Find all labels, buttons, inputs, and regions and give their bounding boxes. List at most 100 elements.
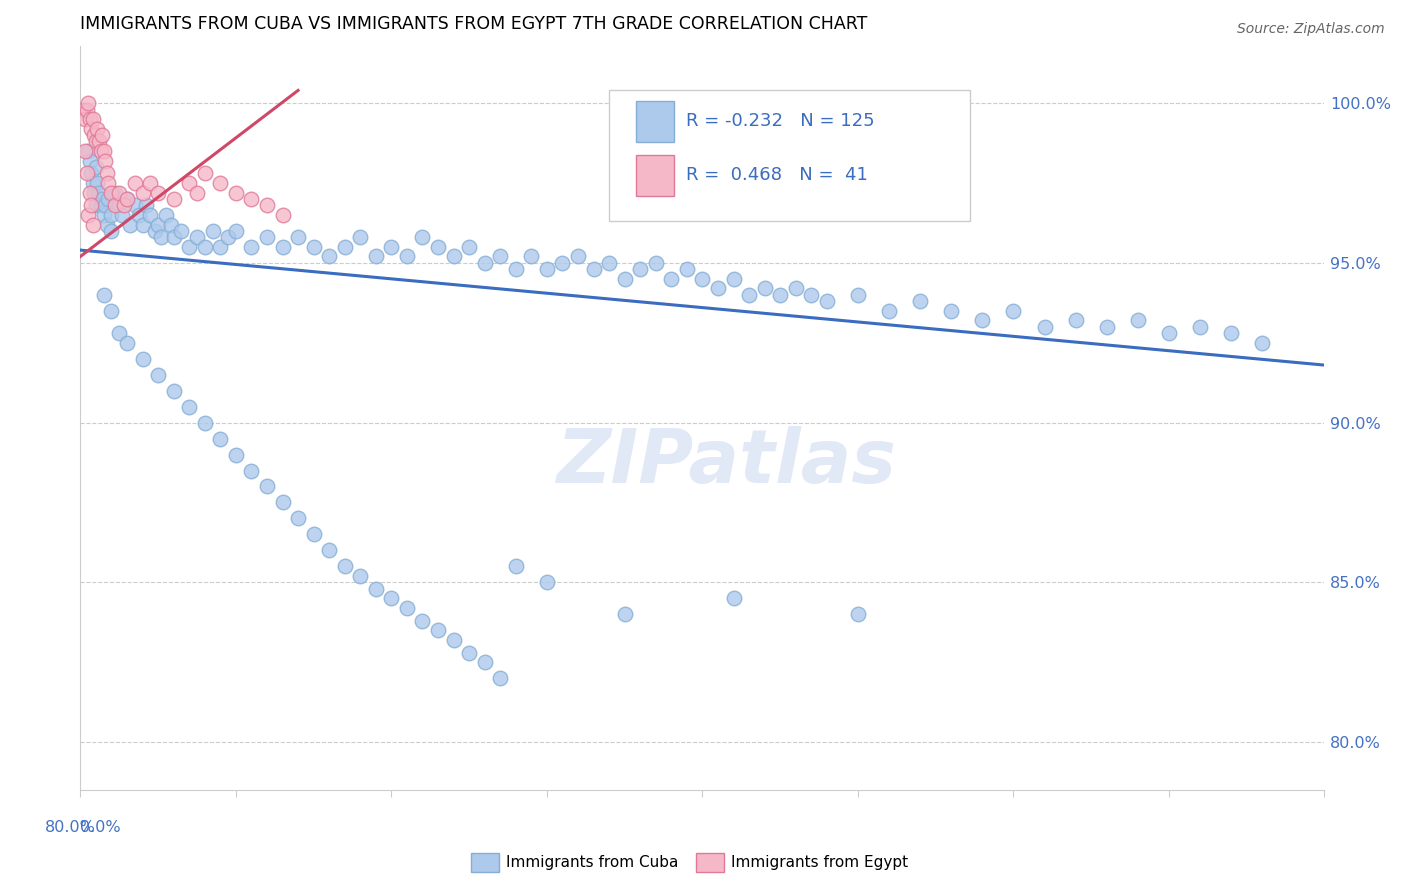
Point xyxy=(458,240,481,254)
Point xyxy=(186,230,208,244)
Point xyxy=(1002,303,1025,318)
Point xyxy=(1157,326,1180,340)
Point xyxy=(287,230,309,244)
Point xyxy=(1033,319,1056,334)
Point xyxy=(364,582,387,596)
Point xyxy=(80,121,103,136)
Point xyxy=(225,224,247,238)
Text: IMMIGRANTS FROM CUBA VS IMMIGRANTS FROM EGYPT 7TH GRADE CORRELATION CHART: IMMIGRANTS FROM CUBA VS IMMIGRANTS FROM … xyxy=(80,15,868,33)
Point xyxy=(163,384,186,398)
Point xyxy=(111,208,134,222)
Point xyxy=(79,153,101,168)
Point xyxy=(77,208,100,222)
Point xyxy=(131,351,153,366)
Point xyxy=(97,192,120,206)
Point xyxy=(380,591,402,606)
Point xyxy=(271,495,294,509)
Point xyxy=(91,192,114,206)
Point xyxy=(349,569,371,583)
Point xyxy=(76,166,98,180)
Point xyxy=(271,208,294,222)
Point xyxy=(302,527,325,541)
Point xyxy=(427,624,450,638)
Text: Immigrants from Cuba: Immigrants from Cuba xyxy=(506,855,679,870)
Point xyxy=(209,176,232,190)
Point xyxy=(201,224,224,238)
Point xyxy=(143,224,166,238)
Point xyxy=(505,262,527,277)
Point xyxy=(83,186,105,200)
Point xyxy=(877,303,900,318)
Point xyxy=(94,198,117,212)
Text: 80.0%: 80.0% xyxy=(45,820,96,835)
Point xyxy=(256,479,278,493)
Point xyxy=(846,607,869,622)
Point xyxy=(598,256,620,270)
Point xyxy=(72,103,94,117)
Point xyxy=(536,575,558,590)
Point xyxy=(86,176,108,190)
Point xyxy=(644,256,666,270)
Point xyxy=(82,176,104,190)
Point xyxy=(458,646,481,660)
Point xyxy=(100,208,122,222)
Point xyxy=(87,186,110,200)
Point xyxy=(628,262,651,277)
Point xyxy=(908,294,931,309)
Point xyxy=(91,128,114,142)
Point xyxy=(115,192,138,206)
Point xyxy=(93,208,115,222)
Text: Source: ZipAtlas.com: Source: ZipAtlas.com xyxy=(1237,22,1385,37)
Point xyxy=(333,240,356,254)
Point xyxy=(225,448,247,462)
Point xyxy=(769,288,792,302)
Point xyxy=(163,192,186,206)
Point xyxy=(115,335,138,350)
FancyBboxPatch shape xyxy=(609,90,970,220)
Point xyxy=(659,272,682,286)
Point xyxy=(90,198,112,212)
Point xyxy=(800,288,823,302)
Point xyxy=(240,463,263,477)
Point xyxy=(179,176,201,190)
Point xyxy=(1126,313,1149,327)
Point xyxy=(84,160,107,174)
Point xyxy=(103,186,125,200)
Point xyxy=(785,281,807,295)
Point xyxy=(427,240,450,254)
Point xyxy=(135,198,157,212)
Point xyxy=(139,176,162,190)
Point xyxy=(395,600,418,615)
Point xyxy=(474,256,496,270)
Point xyxy=(131,186,153,200)
Point xyxy=(103,198,125,212)
Point xyxy=(93,288,115,302)
Point xyxy=(1189,319,1212,334)
Point xyxy=(79,112,101,127)
Point xyxy=(754,281,776,295)
Point xyxy=(194,166,217,180)
Point xyxy=(120,218,142,232)
Point xyxy=(108,198,131,212)
Point xyxy=(124,198,146,212)
Point xyxy=(225,186,247,200)
Point xyxy=(90,144,112,158)
Point xyxy=(738,288,761,302)
Point xyxy=(489,671,512,685)
Point xyxy=(333,559,356,574)
Point xyxy=(443,632,465,647)
Point xyxy=(443,250,465,264)
Point xyxy=(692,272,714,286)
Point xyxy=(124,176,146,190)
Point xyxy=(96,218,118,232)
Point xyxy=(96,166,118,180)
Text: R = -0.232   N = 125: R = -0.232 N = 125 xyxy=(686,112,875,130)
Point xyxy=(846,288,869,302)
Point xyxy=(1251,335,1274,350)
Point xyxy=(83,128,105,142)
Point xyxy=(93,144,115,158)
Point xyxy=(520,250,543,264)
Point xyxy=(100,186,122,200)
FancyBboxPatch shape xyxy=(637,101,673,142)
Point xyxy=(815,294,838,309)
